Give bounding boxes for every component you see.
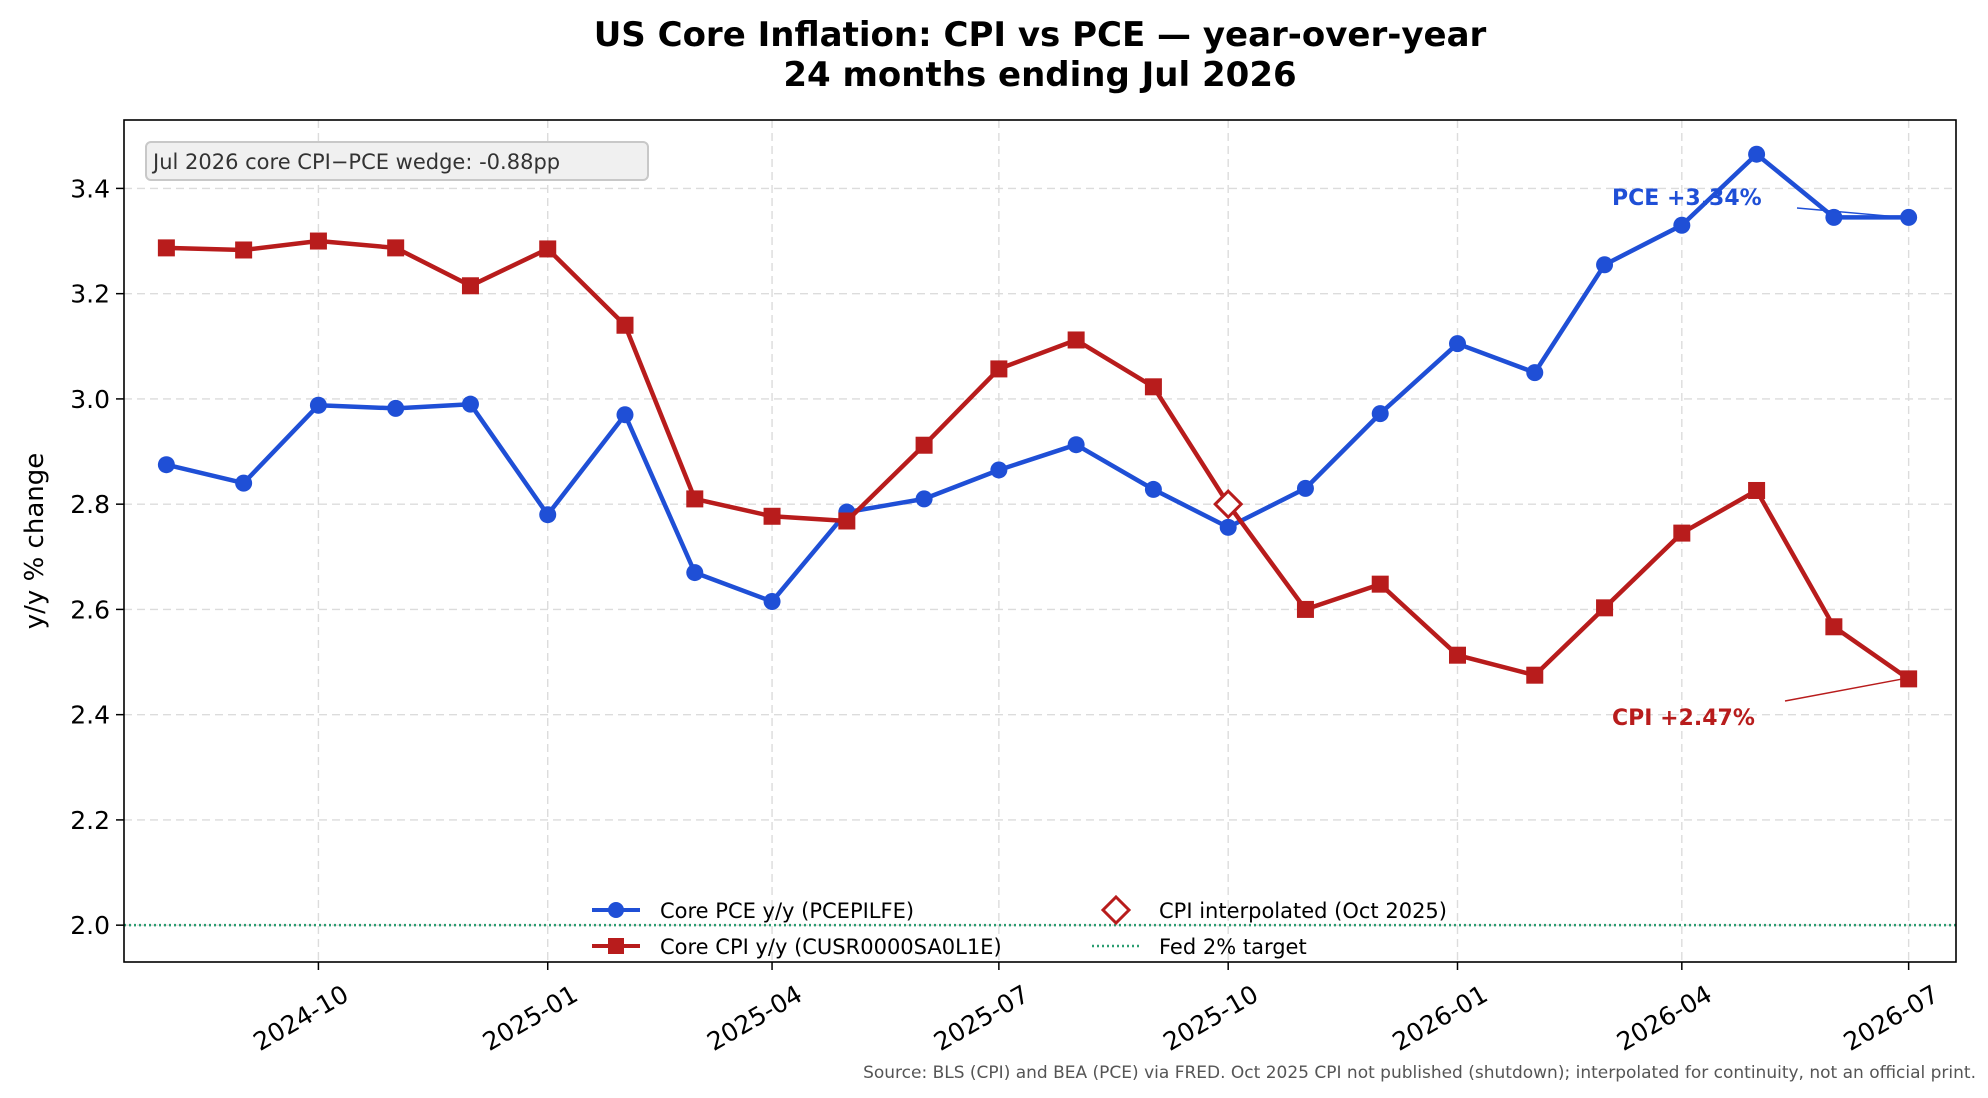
cpi-point [235,241,253,259]
cpi-point [838,512,856,530]
cpi-point [461,277,479,295]
pce-point [1144,480,1162,498]
info-box-text: Jul 2026 core CPI−PCE wedge: -0.88pp [151,150,560,174]
axis-ticks: 2.0 2.2 2.4 2.6 2.8 3.0 3.2 3.4 2024-10 2025-01 20… [70,174,1943,1056]
pce-point [235,474,253,492]
pce-point [686,564,704,582]
chart-title: US Core Inflation: CPI vs PCE — year-ove… [594,15,1487,55]
pce-point [157,456,175,474]
legend-item-cpi: Core CPI y/y (CUSR0000SA0L1E) [592,935,1002,959]
cpi-point [1673,524,1691,542]
x-tick-label: 2026-01 [1388,979,1493,1056]
x-tick-label: 2024-10 [248,979,353,1056]
legend-label-interpolated: CPI interpolated (Oct 2025) [1159,899,1447,923]
x-tick-label: 2025-10 [1158,979,1263,1056]
pce-point [616,406,634,424]
pce-point [990,461,1008,479]
source-note: Source: BLS (CPI) and BEA (PCE) via FRED… [863,1063,1976,1083]
cpi-annotation-pointer [1784,678,1903,702]
pce-point [1596,256,1614,274]
cpi-point [1448,646,1466,664]
plot-area-frame [123,119,1957,963]
pce-point [461,395,479,413]
legend-item-target: Fed 2% target [1092,935,1307,959]
pce-point [915,490,933,508]
y-tick-label: 3.2 [70,280,110,309]
y-tick-label: 2.2 [70,806,110,835]
cpi-point [915,436,933,454]
pce-point [1526,364,1544,382]
legend-label-target: Fed 2% target [1159,935,1307,959]
y-tick-label: 2.8 [70,490,110,519]
x-tick-label: 2025-04 [702,979,807,1056]
chart-subtitle: 24 months ending Jul 2026 [783,55,1296,95]
x-tick-label: 2026-07 [1839,979,1944,1056]
y-tick-label: 3.0 [70,385,110,414]
cpi-line [166,238,1910,681]
cpi-point [539,240,557,258]
legend-item-pce: Core PCE y/y (PCEPILFE) [592,899,914,923]
x-tick-label: 2025-01 [478,979,583,1056]
pce-point [1067,436,1085,454]
pce-point [1900,208,1918,226]
legend-label-cpi: Core CPI y/y (CUSR0000SA0L1E) [660,935,1002,959]
y-axis-label: y/y % change [20,453,50,629]
x-tick-label: 2026-04 [1612,979,1717,1056]
pce-point [1825,208,1843,226]
pce-point [309,396,327,414]
cpi-point [1526,666,1544,684]
pce-line [165,151,1909,604]
pce-point [539,506,557,524]
info-box: Jul 2026 core CPI−PCE wedge: -0.88pp [145,141,649,181]
cpi-point [387,239,405,257]
cpi-point [157,239,175,257]
pce-annotation-pointer [1796,207,1903,219]
cpi-interpolated-point [1213,489,1244,520]
pce-point [1748,145,1766,163]
cpi-point [1900,670,1918,688]
cpi-point [1067,331,1085,349]
cpi-point [616,316,634,334]
pce-point [1448,335,1466,353]
pce-point [1296,479,1314,497]
cpi-point [686,490,704,508]
y-tick-label: 2.6 [70,595,110,624]
pce-point [387,399,405,417]
cpi-point [1825,618,1843,636]
cpi-point [1296,600,1314,618]
series-layer [157,145,1918,688]
pce-point [1371,405,1389,423]
pce-annotation: PCE +3.34% [1612,186,1762,211]
pce-point [1219,518,1237,536]
y-tick-label: 2.0 [70,911,110,940]
pce-point [763,593,781,611]
cpi-point [1596,599,1614,617]
cpi-point [1371,575,1389,593]
legend: Core PCE y/y (PCEPILFE) Core CPI y/y (CU… [592,894,1447,959]
cpi-point [990,360,1008,378]
pce-point [1673,216,1691,234]
cpi-point [309,232,327,250]
x-tick-label: 2025-07 [929,979,1034,1056]
cpi-point [1144,378,1162,396]
legend-label-pce: Core PCE y/y (PCEPILFE) [660,899,914,923]
y-tick-label: 3.4 [70,174,110,203]
cpi-point [763,507,781,525]
cpi-annotation: CPI +2.47% [1612,706,1755,731]
cpi-point [1748,481,1766,499]
legend-item-interpolated: CPI interpolated (Oct 2025) [1100,894,1447,926]
annotations: PCE +3.34% CPI +2.47% [1612,186,1903,731]
y-tick-label: 2.4 [70,701,110,730]
